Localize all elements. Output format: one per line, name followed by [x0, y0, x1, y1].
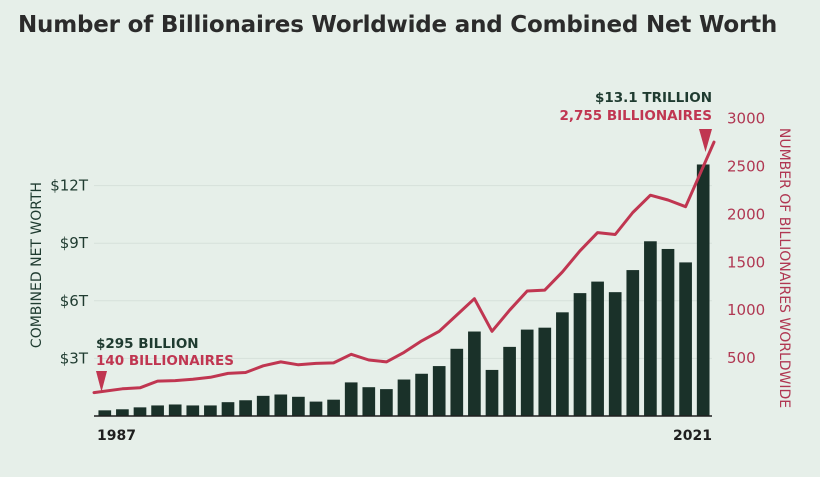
annotation-start-count: 140 BILLIONAIRES — [96, 353, 234, 369]
right-axis-title: NUMBER OF BILLIONAIRES WORLDWIDE — [776, 128, 792, 408]
left-tick-label: $6T — [60, 292, 89, 310]
left-tick-label: $12T — [50, 177, 89, 195]
annotation-start-arrow — [96, 371, 107, 392]
bar — [432, 366, 446, 416]
bar — [468, 331, 481, 416]
annotation-end-count: 2,755 BILLIONAIRES — [559, 108, 712, 124]
net-worth-bars — [98, 164, 710, 416]
bar — [204, 405, 217, 416]
left-tick-label: $9T — [60, 234, 89, 252]
bar — [573, 293, 587, 416]
bar — [344, 382, 358, 416]
bar — [661, 248, 675, 416]
bar — [450, 348, 464, 416]
bar — [151, 405, 164, 416]
bar — [133, 407, 147, 416]
bar — [186, 405, 200, 416]
x-tick-label-start: 1987 — [97, 428, 136, 444]
right-tick-label: 2500 — [727, 158, 765, 176]
x-tick-label-end: 2021 — [673, 428, 712, 444]
bar — [591, 281, 604, 416]
bar — [626, 270, 640, 416]
bar — [239, 400, 252, 416]
bar — [98, 410, 112, 416]
bar — [116, 409, 129, 416]
right-tick-label: 2000 — [727, 205, 765, 223]
bar — [274, 394, 288, 416]
left-axis-title: COMBINED NET WORTH — [29, 182, 45, 348]
bar — [644, 241, 657, 416]
bar — [556, 312, 569, 416]
bar — [485, 369, 499, 416]
bar — [309, 401, 323, 416]
bar — [538, 327, 552, 416]
right-tick-label: 1500 — [727, 253, 765, 271]
annotation-end-networth: $13.1 TRILLION — [595, 90, 712, 106]
right-tick-label: 1000 — [727, 301, 765, 319]
annotation-start-networth: $295 BILLION — [96, 336, 199, 352]
bar — [696, 164, 710, 416]
bar — [608, 292, 622, 416]
bar — [380, 389, 393, 416]
bar — [415, 373, 428, 416]
bar — [168, 404, 182, 416]
right-tick-label: 500 — [727, 349, 756, 367]
bar — [292, 396, 305, 416]
bar — [520, 329, 534, 416]
chart-title: Number of Billionaires Worldwide and Com… — [18, 12, 778, 38]
bar — [256, 395, 270, 416]
left-tick-label: $3T — [60, 349, 89, 367]
right-axis-ticks: 500 1000 1500 2000 2500 3000 — [727, 110, 765, 368]
bar — [503, 346, 516, 416]
annotation-end-arrow — [699, 129, 712, 152]
right-tick-label: 3000 — [727, 110, 765, 128]
bar — [362, 387, 376, 416]
bar — [327, 399, 340, 416]
bar — [221, 402, 235, 416]
bar — [397, 379, 411, 416]
bar — [679, 262, 692, 416]
billionaire-count-line — [92, 140, 716, 395]
left-axis-ticks: $3T $6T $9T $12T — [50, 177, 89, 368]
